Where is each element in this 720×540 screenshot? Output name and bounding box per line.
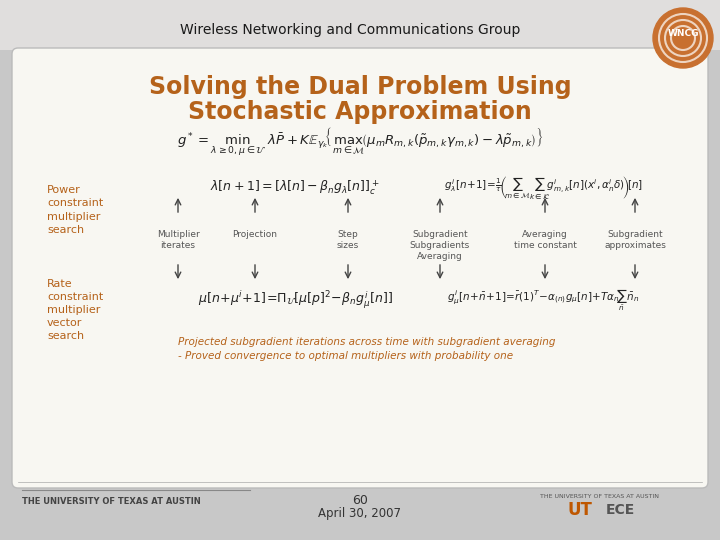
Text: Solving the Dual Problem Using: Solving the Dual Problem Using [149, 75, 571, 99]
Bar [0, 482, 720, 540]
Text: $g^* = \underset{\lambda \geq 0, \mu \in \mathcal{U}}{\min}\ \lambda\bar{P} + K\: $g^* = \underset{\lambda \geq 0, \mu \in… [176, 126, 544, 158]
Text: $\lambda[n+1] = [\lambda[n] - \beta_n g_\lambda[n]]_c^+$: $\lambda[n+1] = [\lambda[n] - \beta_n g_… [210, 179, 380, 198]
Text: Averaging
time constant: Averaging time constant [513, 230, 577, 250]
Text: $g^i_\lambda[n\!+\!1]\!=\!\frac{1}{\tau}\!\left(\!\sum_{m\in\mathcal{M}}\sum_{k\: $g^i_\lambda[n\!+\!1]\!=\!\frac{1}{\tau}… [444, 174, 642, 201]
Bar [0, 0, 720, 50]
Text: $g^i_\mu[n\!+\!\bar{n}\!+\!1]\!=\!\bar{r}(1)^T\!-\!\alpha_{(n)}g_\mu[n]\!+\!T\al: $g^i_\mu[n\!+\!\bar{n}\!+\!1]\!=\!\bar{r… [447, 287, 639, 313]
Text: ECE: ECE [606, 503, 634, 517]
Text: UT: UT [567, 501, 593, 519]
Text: - Proved convergence to optimal multipliers with probability one: - Proved convergence to optimal multipli… [178, 351, 513, 361]
Text: $\mu[n\!+\!\mu^i\!+\!1]\!=\!\Pi_\mathcal{U}[\mu[p]^2\!-\!\beta_n g^i_\mu[n]]$: $\mu[n\!+\!\mu^i\!+\!1]\!=\!\Pi_\mathcal… [197, 289, 392, 310]
Text: Power
constraint
multiplier
search: Power constraint multiplier search [47, 185, 103, 235]
Text: Wireless Networking and Communications Group: Wireless Networking and Communications G… [180, 23, 520, 37]
Text: Stochastic Approximation: Stochastic Approximation [188, 100, 532, 124]
Text: April 30, 2007: April 30, 2007 [318, 508, 402, 521]
Text: THE UNIVERSITY OF TEXAS AT AUSTIN: THE UNIVERSITY OF TEXAS AT AUSTIN [22, 497, 201, 507]
Text: THE UNIVERSITY OF TEXAS AT AUSTIN: THE UNIVERSITY OF TEXAS AT AUSTIN [541, 495, 660, 500]
Text: Step
sizes: Step sizes [337, 230, 359, 250]
Text: Rate
constraint
multiplier
vector
search: Rate constraint multiplier vector search [47, 279, 103, 341]
FancyBboxPatch shape [12, 48, 708, 488]
Text: WNCG: WNCG [667, 29, 698, 37]
Text: Subgradient
Subgradients
Averaging: Subgradient Subgradients Averaging [410, 230, 470, 261]
Text: 60: 60 [352, 494, 368, 507]
Text: Projected subgradient iterations across time with subgradient averaging: Projected subgradient iterations across … [178, 337, 556, 347]
Text: Projection: Projection [233, 230, 277, 239]
Text: Multiplier
iterates: Multiplier iterates [157, 230, 199, 250]
Text: Subgradient
approximates: Subgradient approximates [604, 230, 666, 250]
Circle shape [653, 8, 713, 68]
